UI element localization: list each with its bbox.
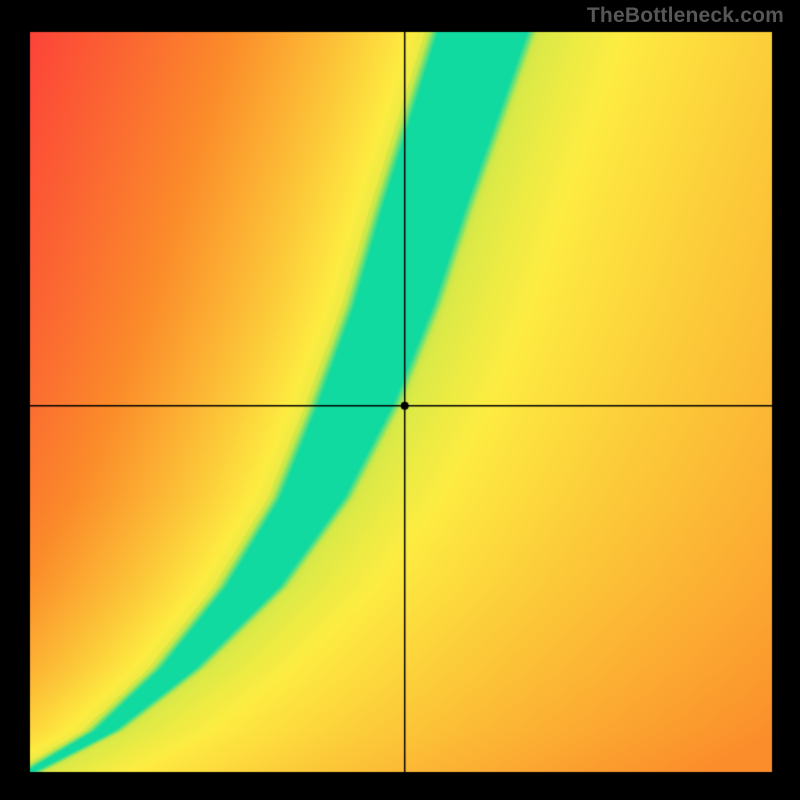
watermark-text: TheBottleneck.com: [587, 4, 784, 28]
heatmap-canvas: [0, 0, 800, 800]
chart-container: TheBottleneck.com: [0, 0, 800, 800]
